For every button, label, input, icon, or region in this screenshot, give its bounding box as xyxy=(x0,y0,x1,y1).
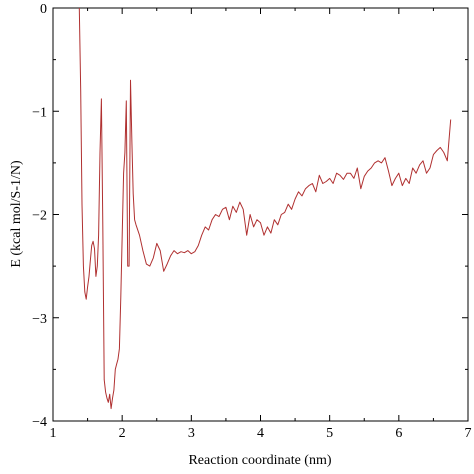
y-tick-label: 0 xyxy=(40,2,47,17)
y-tick-label: −3 xyxy=(32,312,47,327)
y-axis-ticks: 0 −1 −2 −3 −4 xyxy=(32,2,468,430)
x-tick-label: 4 xyxy=(257,426,264,441)
x-tick-label: 2 xyxy=(119,426,126,441)
x-tick-label: 5 xyxy=(326,426,333,441)
plot-frame xyxy=(52,7,469,422)
x-tick-label: 6 xyxy=(395,426,402,441)
y-tick-label: −4 xyxy=(32,415,47,430)
series-line xyxy=(78,7,452,410)
x-tick-label: 3 xyxy=(188,426,195,441)
y-tick-label: −2 xyxy=(32,209,47,224)
x-axis-ticks: 1 2 3 4 5 6 7 xyxy=(50,8,472,441)
x-tick-label: 7 xyxy=(465,426,472,441)
x-axis-title: Reaction coordinate (nm) xyxy=(188,453,331,468)
y-axis-title: E (kcal mol/S-1/N) xyxy=(9,160,24,268)
y-tick-label: −1 xyxy=(32,105,47,120)
x-tick-label: 1 xyxy=(50,426,57,441)
